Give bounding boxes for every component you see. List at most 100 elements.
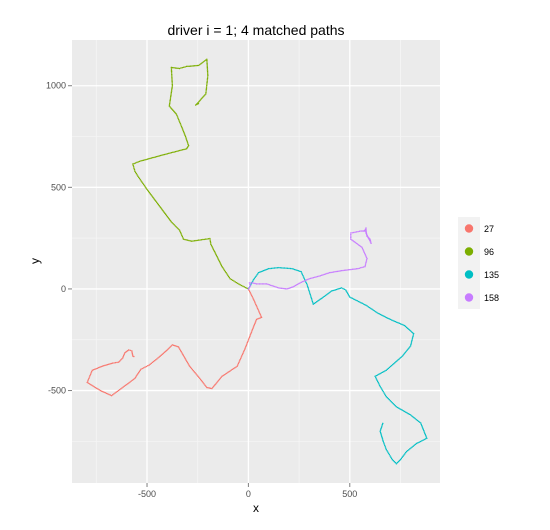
- data-point: [102, 390, 104, 393]
- data-point: [314, 301, 317, 304]
- data-point: [241, 354, 243, 357]
- legend-key-27: [464, 224, 474, 233]
- data-point: [312, 303, 315, 305]
- data-point: [251, 330, 253, 332]
- data-point: [361, 302, 363, 305]
- data-point: [206, 79, 209, 81]
- data-point: [250, 332, 252, 335]
- data-point: [252, 327, 254, 330]
- data-point: [312, 302, 314, 304]
- data-point: [302, 274, 304, 277]
- data-point: [189, 366, 192, 369]
- data-point: [181, 352, 183, 354]
- data-point: [368, 306, 371, 309]
- data-point: [257, 310, 260, 312]
- data-point: [333, 289, 335, 291]
- data-point: [261, 283, 264, 285]
- data-point: [193, 370, 195, 373]
- data-point: [99, 366, 101, 368]
- data-point: [225, 271, 227, 274]
- data-point: [291, 286, 293, 289]
- data-point: [404, 451, 407, 454]
- data-point: [214, 252, 216, 254]
- data-point: [358, 267, 361, 269]
- data-point: [195, 239, 197, 242]
- data-point: [380, 427, 382, 430]
- data-point: [365, 259, 368, 261]
- y-tick-label: -500: [48, 386, 66, 396]
- data-point: [169, 101, 171, 103]
- data-point: [385, 447, 387, 449]
- data-point: [256, 273, 259, 275]
- data-point: [183, 133, 186, 135]
- data-point: [128, 381, 130, 384]
- data-point: [259, 312, 261, 315]
- data-point: [304, 279, 307, 282]
- data-point: [116, 390, 119, 393]
- data-point: [189, 240, 192, 242]
- data-point: [147, 189, 149, 192]
- data-point: [134, 162, 137, 164]
- data-point: [142, 182, 144, 185]
- data-point: [350, 235, 352, 237]
- data-point: [133, 162, 135, 165]
- data-point: [248, 336, 251, 339]
- data-point: [166, 349, 169, 351]
- data-point: [364, 303, 366, 306]
- data-point: [358, 230, 361, 233]
- data-point: [105, 392, 108, 395]
- data-point: [224, 270, 227, 273]
- data-point: [173, 151, 175, 153]
- data-point: [269, 267, 271, 270]
- data-point: [182, 237, 184, 239]
- data-point: [180, 125, 183, 128]
- data-point: [276, 266, 279, 269]
- data-point: [229, 370, 231, 372]
- data-point: [137, 161, 139, 163]
- data-point: [283, 287, 285, 290]
- data-point: [291, 267, 293, 270]
- data-point: [213, 249, 215, 252]
- data-point: [148, 364, 150, 366]
- data-point: [381, 438, 384, 440]
- data-point: [122, 386, 124, 388]
- data-point: [196, 374, 198, 376]
- data-point: [167, 152, 170, 155]
- data-point: [238, 283, 240, 285]
- data-point: [170, 73, 173, 76]
- data-point: [173, 110, 175, 112]
- data-point: [379, 430, 381, 432]
- data-point: [375, 378, 378, 380]
- data-point: [171, 76, 173, 79]
- data-point: [366, 305, 368, 307]
- data-point: [366, 257, 368, 260]
- data-point: [362, 230, 365, 232]
- data-point: [165, 214, 168, 217]
- data-point: [137, 371, 140, 374]
- data-point: [238, 361, 240, 363]
- legend-label-27: 27: [484, 224, 494, 234]
- data-point: [352, 298, 355, 300]
- data-point: [195, 373, 197, 375]
- data-point: [91, 369, 94, 371]
- data-point: [190, 240, 193, 242]
- data-point: [140, 368, 142, 370]
- data-point: [390, 319, 393, 321]
- data-point: [203, 60, 206, 62]
- data-point: [389, 455, 391, 457]
- data-point: [132, 378, 135, 380]
- data-point: [389, 365, 392, 368]
- data-point: [398, 407, 400, 409]
- data-point: [181, 128, 184, 130]
- data-point: [252, 297, 254, 299]
- grid-major: [72, 40, 440, 483]
- data-point: [187, 144, 190, 147]
- data-point: [359, 267, 362, 269]
- data-point: [388, 318, 390, 320]
- data-point: [409, 448, 411, 450]
- data-point: [397, 460, 400, 463]
- data-point: [415, 418, 417, 421]
- data-point: [362, 266, 365, 268]
- data-point: [181, 353, 184, 355]
